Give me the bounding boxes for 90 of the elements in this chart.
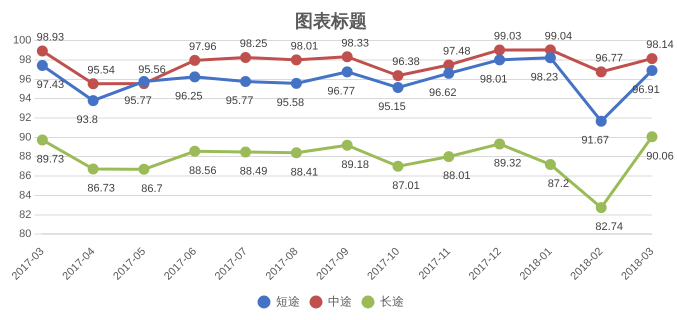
point: [189, 54, 200, 66]
data-label: 86.73: [87, 182, 115, 195]
data-label: 95.77: [226, 95, 254, 108]
data-label: 89.18: [341, 158, 369, 171]
data-label: 96.25: [175, 90, 203, 102]
data-label: 98.23: [530, 71, 558, 84]
point: [596, 202, 607, 214]
point: [494, 54, 506, 66]
point: [596, 116, 607, 127]
legend-label: 长途: [380, 294, 404, 308]
data-label: 98.01: [480, 73, 508, 86]
point: [342, 66, 353, 78]
data-label: 95.77: [124, 95, 152, 108]
data-label: 87.01: [392, 180, 420, 192]
point: [290, 78, 302, 89]
chart-title: 图表标题: [295, 10, 367, 31]
data-label: 96.62: [429, 86, 457, 99]
point: [646, 131, 658, 142]
data-label: 89.32: [494, 157, 522, 170]
point: [342, 140, 353, 151]
data-label: 98.33: [341, 37, 369, 50]
y-tick-label: 92: [19, 112, 32, 124]
data-label: 82.74: [595, 221, 623, 234]
point: [189, 71, 200, 82]
data-label: 89.73: [36, 154, 64, 166]
y-tick-label: 96: [19, 73, 32, 86]
data-label: 88.01: [443, 170, 471, 182]
point: [138, 164, 150, 175]
data-label: 88.49: [240, 166, 268, 178]
data-label: 99.03: [494, 30, 522, 43]
point: [392, 82, 404, 94]
point: [88, 78, 99, 90]
point: [88, 164, 99, 174]
data-label: 95.15: [378, 101, 406, 114]
y-tick-label: 94: [19, 92, 32, 105]
point: [36, 45, 48, 56]
point: [494, 44, 506, 56]
data-label: 98.14: [646, 39, 674, 52]
point: [189, 146, 200, 157]
data-label: 95.56: [138, 64, 166, 76]
y-tick-label: 80: [19, 228, 32, 240]
point: [443, 151, 454, 162]
data-label: 90.06: [646, 150, 674, 162]
legend-label: 短途: [276, 294, 300, 308]
y-tick-label: 100: [12, 34, 32, 47]
legend-label: 中途: [328, 294, 352, 308]
point: [290, 147, 302, 158]
point: [443, 59, 454, 70]
y-tick-label: 84: [19, 189, 32, 202]
point: [544, 158, 556, 170]
point: [596, 66, 607, 78]
data-label: 91.67: [581, 134, 609, 147]
y-tick-label: 90: [19, 131, 32, 144]
point: [392, 160, 404, 172]
data-label: 88.56: [189, 164, 217, 177]
point: [240, 76, 252, 88]
data-label: 96.91: [632, 84, 660, 96]
point: [88, 95, 99, 106]
data-label: 98.93: [36, 31, 64, 44]
data-label: 98.25: [240, 38, 268, 50]
point: [240, 52, 252, 64]
data-label: 93.8: [76, 114, 98, 126]
point: [392, 70, 404, 82]
point: [36, 134, 48, 146]
point: [646, 53, 658, 64]
point: [443, 68, 454, 79]
y-tick-label: 88: [19, 150, 32, 163]
data-label: 97.48: [443, 46, 471, 58]
data-label: 95.58: [276, 96, 304, 109]
data-label: 97.43: [36, 79, 64, 91]
data-label: 99.04: [544, 30, 572, 42]
data-label: 86.7: [141, 182, 163, 195]
data-label: 98.01: [290, 40, 318, 52]
data-label: 95.54: [87, 64, 115, 76]
data-label: 96.38: [392, 56, 420, 68]
point: [342, 51, 353, 62]
point: [36, 60, 48, 71]
data-label: 96.77: [327, 85, 355, 98]
data-label: 96.77: [595, 52, 623, 64]
data-label: 88.41: [290, 166, 318, 178]
data-label: 97.96: [189, 40, 217, 53]
point: [494, 138, 506, 150]
data-label: 87.2: [548, 178, 570, 190]
y-tick-label: 86: [19, 170, 32, 182]
point: [646, 65, 658, 76]
y-tick-label: 98: [19, 54, 32, 66]
point: [290, 54, 302, 66]
point: [544, 52, 556, 64]
y-tick-label: 82: [19, 208, 32, 221]
point: [240, 146, 252, 158]
